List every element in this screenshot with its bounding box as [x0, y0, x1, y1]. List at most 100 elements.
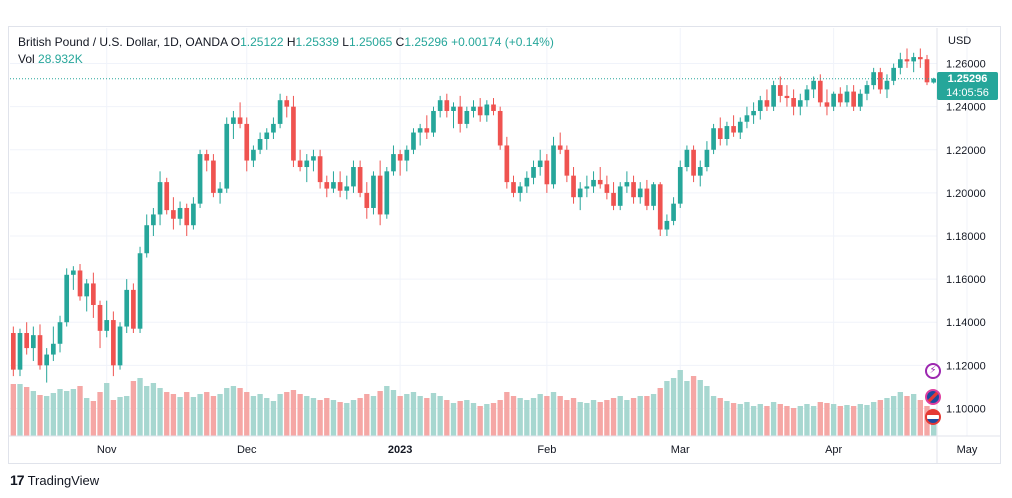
volume-bar — [670, 378, 677, 436]
volume-bar — [44, 396, 50, 436]
candle-body — [291, 106, 296, 161]
y-tick-label: 1.26000 — [946, 59, 986, 71]
volume-bar — [664, 381, 670, 436]
bar-countdown-tag: 14:05:56 — [937, 85, 998, 100]
candle-body — [57, 322, 63, 344]
candle-body — [371, 175, 376, 208]
candle-body — [104, 320, 110, 331]
candle-body — [757, 100, 763, 111]
volume-bar — [564, 400, 570, 436]
volume-bar — [210, 396, 217, 436]
candle-body — [231, 117, 236, 124]
candle-body — [577, 188, 583, 198]
candle-body — [77, 270, 83, 297]
volume-bar — [110, 400, 117, 436]
candle-body — [357, 167, 363, 193]
volume-bar — [510, 396, 517, 436]
candle-body — [731, 126, 736, 133]
vol-value: 28.932K — [38, 52, 83, 66]
candle-body — [137, 253, 143, 329]
candle-body — [297, 160, 303, 168]
candle-body — [591, 179, 596, 187]
x-tick-label: Dec — [237, 444, 257, 456]
candle-body — [217, 188, 223, 193]
candle-body — [644, 188, 650, 206]
high-label: H — [286, 35, 296, 49]
volume-bar — [724, 401, 730, 436]
us-flag-event-icon[interactable] — [925, 409, 941, 425]
volume-bar — [544, 396, 550, 436]
volume-bar — [624, 400, 630, 436]
candle-body — [224, 123, 230, 189]
lightning-event-icon[interactable]: ⚡ — [925, 363, 941, 379]
candle-body — [551, 145, 556, 185]
vol-label[interactable]: Vol — [18, 52, 35, 66]
candle-body — [617, 186, 623, 206]
candle-body — [737, 121, 743, 133]
volume-bar — [837, 406, 843, 436]
volume-bar — [897, 392, 903, 436]
candle-body — [851, 91, 856, 107]
volume-bar — [277, 394, 283, 436]
volume-bar — [130, 381, 137, 436]
candle-body — [784, 95, 790, 99]
volume-bar — [450, 403, 457, 436]
candle-body — [744, 115, 750, 122]
volume-bar — [204, 392, 210, 436]
volume-bar — [684, 381, 690, 436]
open-value: 1.25122 — [240, 35, 284, 49]
candle-body — [344, 186, 350, 191]
volume-bar — [610, 398, 617, 436]
candle-body — [924, 59, 930, 83]
candle-body — [771, 85, 776, 107]
volume-bar — [64, 391, 70, 436]
candle-body — [244, 123, 250, 161]
candle-body — [144, 225, 150, 254]
volume-bar — [590, 400, 597, 436]
volume-bar — [770, 402, 777, 436]
volume-bar — [217, 394, 223, 436]
volume-bar — [224, 388, 230, 436]
candle-body — [491, 104, 496, 111]
volume-bar — [584, 403, 590, 436]
candle-body — [791, 98, 796, 107]
candle-body — [857, 93, 863, 107]
volume-bar — [370, 396, 377, 436]
volume-bar — [777, 404, 783, 436]
volume-bar — [824, 403, 830, 436]
candle-body — [751, 110, 756, 116]
volume-bar — [477, 406, 483, 436]
x-tick-label: Nov — [97, 444, 117, 456]
volume-bar — [10, 384, 17, 436]
volume-bar — [830, 404, 837, 436]
y-tick-label: 1.10000 — [946, 403, 986, 415]
symbol-name[interactable]: British Pound / U.S. Dollar, 1D, OANDA — [18, 35, 228, 49]
candle-body — [384, 171, 390, 215]
candle-body — [597, 179, 603, 185]
candle-body — [824, 102, 830, 107]
volume-bar — [284, 392, 290, 436]
candle-body — [317, 156, 323, 183]
candle-body — [624, 182, 630, 187]
candle-body — [651, 184, 656, 206]
candle-body — [891, 67, 896, 81]
volume-bar — [844, 405, 850, 436]
volume-bar — [144, 386, 150, 436]
volume-bar — [910, 394, 917, 436]
y-tick-label: 1.12000 — [946, 360, 986, 372]
candle-body — [424, 128, 430, 133]
change-value: +0.00174 (+0.14%) — [451, 35, 554, 49]
candle-body — [31, 335, 36, 349]
volume-bar — [550, 392, 557, 436]
currency-label[interactable]: USD — [948, 35, 972, 47]
volume-bar — [150, 383, 157, 436]
x-tick-label: May — [957, 444, 978, 456]
tradingview-brand[interactable]: 17 TradingView — [10, 472, 99, 488]
candle-body — [884, 80, 890, 90]
candle-body — [817, 80, 823, 103]
uk-flag-event-icon[interactable] — [925, 389, 941, 405]
candle-body — [684, 149, 690, 168]
candle-body — [44, 354, 50, 366]
volume-bar — [717, 398, 723, 436]
